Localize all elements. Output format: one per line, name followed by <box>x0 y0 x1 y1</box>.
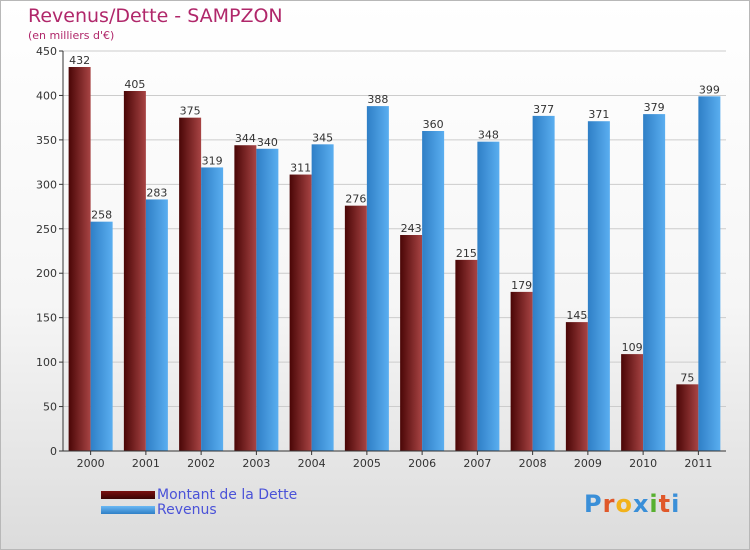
tick-label-y-150: 150 <box>36 312 57 325</box>
tick-label-y-450: 450 <box>36 45 57 58</box>
data-label-revenus-2002: 319 <box>202 154 223 167</box>
tick-label-x-2009: 2009 <box>574 457 602 470</box>
axes: 0 50 100 150 200 250 300 350 400 450 2000 2001 2002 2… <box>36 45 726 470</box>
bar-revenus-2007 <box>477 141 500 451</box>
data-label-dette-2006: 243 <box>401 222 422 235</box>
data-label-dette-2001: 405 <box>124 78 145 91</box>
bar-dette-2006 <box>400 235 423 451</box>
data-label-dette-2003: 344 <box>235 132 256 145</box>
data-label-revenus-2004: 345 <box>312 131 333 144</box>
tick-label-x-2004: 2004 <box>298 457 326 470</box>
data-label-revenus-2007: 348 <box>478 129 499 142</box>
bar-revenus-2009 <box>587 121 610 451</box>
bar-revenus-2002 <box>201 167 224 451</box>
legend-label-revenus: Revenus <box>157 501 217 518</box>
legend-item-revenus: Revenus <box>101 501 297 518</box>
grid-lines <box>63 50 726 452</box>
tick-label-x-2008: 2008 <box>519 457 547 470</box>
bar-dette-2005 <box>344 205 367 451</box>
data-label-dette-2011: 75 <box>680 371 694 384</box>
data-label-revenus-2009: 371 <box>588 108 609 121</box>
bar-revenus-2000 <box>90 221 113 451</box>
data-label-dette-2007: 215 <box>456 247 477 260</box>
tick-label-x-2003: 2003 <box>242 457 270 470</box>
tick-label-x-2011: 2011 <box>684 457 712 470</box>
tick-label-x-2006: 2006 <box>408 457 436 470</box>
data-label-dette-2008: 179 <box>511 279 532 292</box>
legend-swatch-revenus <box>101 505 155 514</box>
tick-label-x-2002: 2002 <box>187 457 215 470</box>
bar-dette-2010 <box>621 354 644 451</box>
bar-revenus-2005 <box>366 106 389 451</box>
data-label-revenus-2010: 379 <box>644 101 665 114</box>
bar-dette-2011 <box>676 384 699 451</box>
tick-label-y-400: 400 <box>36 89 57 102</box>
data-label-dette-2009: 145 <box>566 309 587 322</box>
tick-label-x-2007: 2007 <box>463 457 491 470</box>
bar-revenus-2006 <box>422 131 445 451</box>
tick-label-y-0: 0 <box>50 445 57 458</box>
bar-revenus-2008 <box>532 115 555 451</box>
data-label-revenus-2011: 399 <box>699 83 720 96</box>
data-label-revenus-2006: 360 <box>423 118 444 131</box>
data-label-revenus-2008: 377 <box>533 103 554 116</box>
legend-item-dette: Montant de la Dette <box>101 486 298 503</box>
data-labels: 432 258 405 283 375 319 344 340 311 345 276 388 243 3… <box>69 54 720 384</box>
bar-revenus-2001 <box>145 199 168 451</box>
data-label-dette-2005: 276 <box>345 193 366 206</box>
data-label-revenus-2001: 283 <box>146 186 167 199</box>
proxiti-logo: Proxiti <box>584 490 681 518</box>
data-label-dette-2004: 311 <box>290 162 311 175</box>
legend-label-dette: Montant de la Dette <box>157 486 298 503</box>
legend: Montant de la Dette Revenus <box>101 486 298 518</box>
tick-label-x-2000: 2000 <box>77 457 105 470</box>
tick-label-y-50: 50 <box>43 401 57 414</box>
tick-label-y-300: 300 <box>36 178 57 191</box>
bar-dette-2004 <box>289 174 312 452</box>
bar-dette-2003 <box>234 145 257 451</box>
tick-label-x-2010: 2010 <box>629 457 657 470</box>
bar-revenus-2004 <box>311 144 334 452</box>
data-label-dette-2002: 375 <box>180 105 201 118</box>
bar-dette-2008 <box>510 291 533 451</box>
tick-label-y-100: 100 <box>36 356 57 369</box>
data-label-dette-2000: 432 <box>69 54 90 67</box>
bar-dette-2007 <box>455 259 478 451</box>
chart-title: Revenus/Dette - SAMPZON <box>28 5 283 27</box>
bar-dette-2001 <box>123 91 146 451</box>
bar-dette-2009 <box>565 322 588 451</box>
tick-label-y-200: 200 <box>36 267 57 280</box>
tick-label-y-350: 350 <box>36 134 57 147</box>
data-label-dette-2010: 109 <box>622 341 643 354</box>
bar-revenus-2003 <box>256 148 279 451</box>
bar-revenus-2011 <box>698 96 721 451</box>
bar-revenus-2010 <box>643 114 666 451</box>
data-label-revenus-2003: 340 <box>257 136 278 149</box>
chart-subtitle: (en milliers d'€) <box>28 29 115 42</box>
legend-swatch-dette <box>101 490 155 499</box>
tick-label-x-2001: 2001 <box>132 457 160 470</box>
data-label-revenus-2005: 388 <box>367 93 388 106</box>
bars <box>68 67 721 452</box>
tick-label-x-2005: 2005 <box>353 457 381 470</box>
data-label-revenus-2000: 258 <box>91 209 112 222</box>
bar-dette-2000 <box>68 67 91 451</box>
tick-label-y-250: 250 <box>36 223 57 236</box>
bar-dette-2002 <box>179 117 202 452</box>
